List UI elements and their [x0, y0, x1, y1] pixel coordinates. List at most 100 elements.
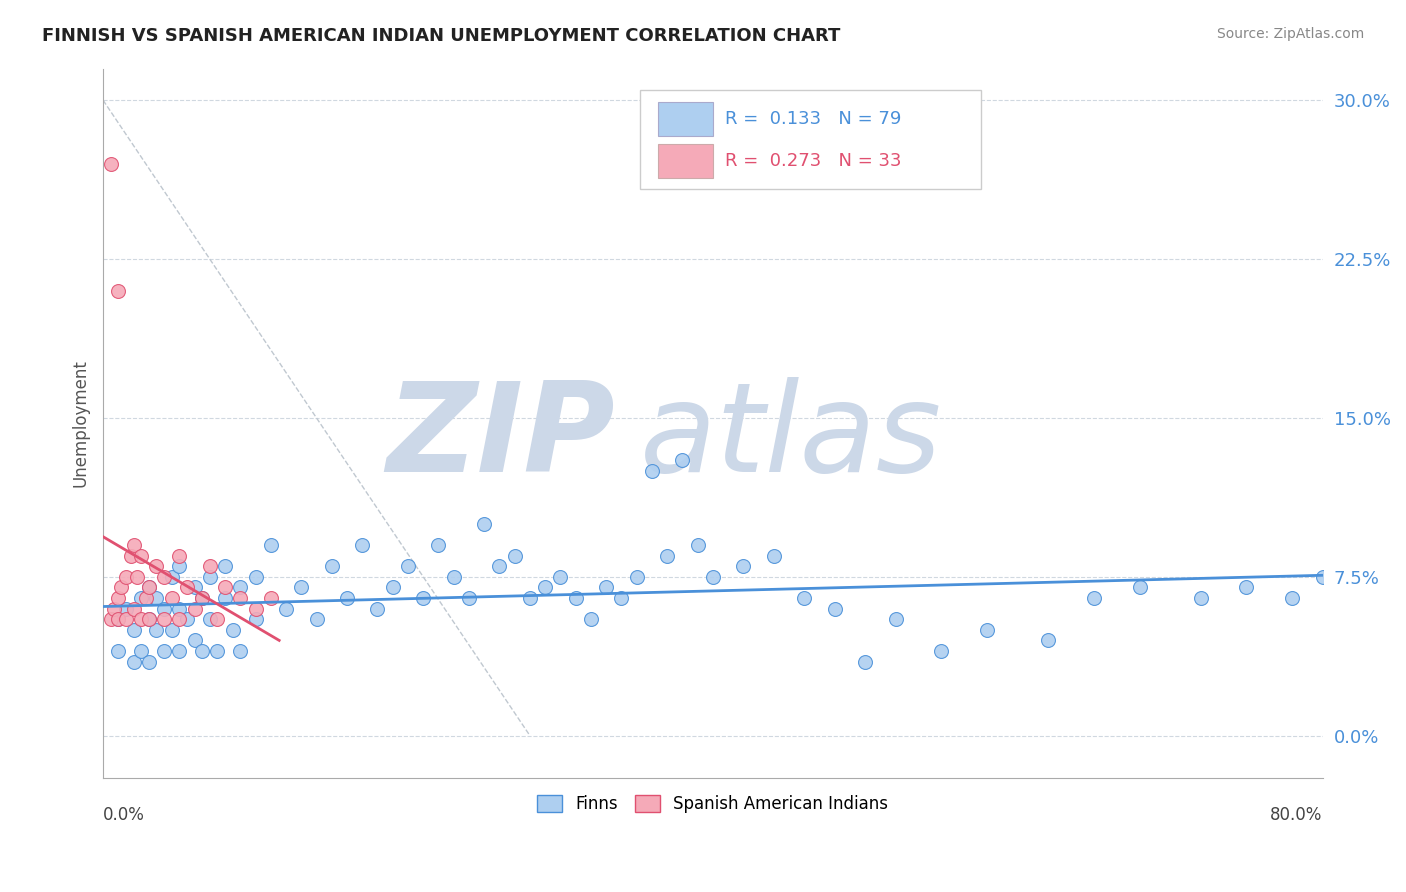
Point: [1189, 591, 1212, 605]
Point: [1129, 581, 1152, 595]
Point: [503, 549, 526, 563]
Point: [534, 581, 557, 595]
Point: [305, 612, 328, 626]
Point: [931, 644, 953, 658]
Point: [138, 655, 160, 669]
Point: [458, 591, 481, 605]
Point: [207, 644, 229, 658]
Point: [153, 601, 176, 615]
Point: [110, 581, 132, 595]
Point: [396, 559, 419, 574]
Text: ZIP: ZIP: [387, 377, 616, 498]
Point: [191, 644, 214, 658]
Point: [214, 581, 236, 595]
Text: 80.0%: 80.0%: [1270, 806, 1323, 824]
Point: [260, 591, 283, 605]
Point: [160, 623, 183, 637]
Point: [138, 581, 160, 595]
Point: [290, 581, 312, 595]
Point: [655, 549, 678, 563]
Point: [1083, 591, 1105, 605]
Point: [321, 559, 343, 574]
Point: [884, 612, 907, 626]
Point: [1281, 591, 1303, 605]
Point: [138, 581, 160, 595]
Point: [169, 549, 191, 563]
Point: [207, 612, 229, 626]
Point: [198, 612, 221, 626]
Point: [145, 591, 167, 605]
Point: [221, 623, 243, 637]
Point: [214, 591, 236, 605]
Point: [245, 601, 267, 615]
Point: [853, 655, 876, 669]
Point: [122, 538, 145, 552]
Point: [595, 581, 617, 595]
Point: [129, 591, 152, 605]
Point: [153, 644, 176, 658]
Point: [129, 644, 152, 658]
Point: [107, 644, 129, 658]
Point: [198, 570, 221, 584]
Point: [245, 570, 267, 584]
Bar: [658, 102, 713, 136]
Y-axis label: Unemployment: Unemployment: [72, 359, 89, 487]
Text: R =  0.273   N = 33: R = 0.273 N = 33: [725, 152, 901, 169]
Point: [145, 559, 167, 574]
Point: [686, 538, 709, 552]
Point: [214, 559, 236, 574]
Point: [488, 559, 510, 574]
Point: [976, 623, 998, 637]
Point: [229, 644, 252, 658]
Point: [160, 591, 183, 605]
Point: [274, 601, 297, 615]
Point: [1234, 581, 1257, 595]
Point: [412, 591, 434, 605]
Point: [733, 559, 755, 574]
Bar: [658, 144, 713, 178]
Point: [107, 284, 129, 298]
Point: [103, 601, 125, 615]
Point: [352, 538, 374, 552]
Point: [824, 601, 846, 615]
Point: [100, 612, 122, 626]
Point: [176, 612, 198, 626]
Legend: Finns, Spanish American Indians: Finns, Spanish American Indians: [530, 788, 896, 820]
Point: [472, 516, 495, 531]
Point: [191, 591, 214, 605]
Point: [793, 591, 815, 605]
Point: [115, 570, 138, 584]
Point: [550, 570, 572, 584]
Point: [153, 612, 176, 626]
Point: [145, 623, 167, 637]
Point: [129, 612, 152, 626]
Point: [120, 549, 142, 563]
Point: [610, 591, 633, 605]
Point: [626, 570, 648, 584]
Point: [198, 559, 221, 574]
Point: [366, 601, 388, 615]
Point: [169, 601, 191, 615]
Point: [169, 559, 191, 574]
Point: [160, 570, 183, 584]
Point: [564, 591, 586, 605]
Point: [191, 591, 214, 605]
Text: 0.0%: 0.0%: [103, 806, 145, 824]
Point: [183, 581, 205, 595]
Point: [579, 612, 602, 626]
Point: [519, 591, 541, 605]
Text: Source: ZipAtlas.com: Source: ZipAtlas.com: [1216, 27, 1364, 41]
Point: [427, 538, 450, 552]
Point: [671, 453, 693, 467]
Point: [138, 612, 160, 626]
Point: [169, 644, 191, 658]
Point: [229, 591, 252, 605]
Point: [169, 612, 191, 626]
Point: [129, 549, 152, 563]
Point: [183, 633, 205, 648]
Text: R =  0.133   N = 79: R = 0.133 N = 79: [725, 110, 901, 128]
Point: [762, 549, 785, 563]
Point: [381, 581, 404, 595]
Point: [229, 581, 252, 595]
Text: atlas: atlas: [640, 377, 942, 498]
